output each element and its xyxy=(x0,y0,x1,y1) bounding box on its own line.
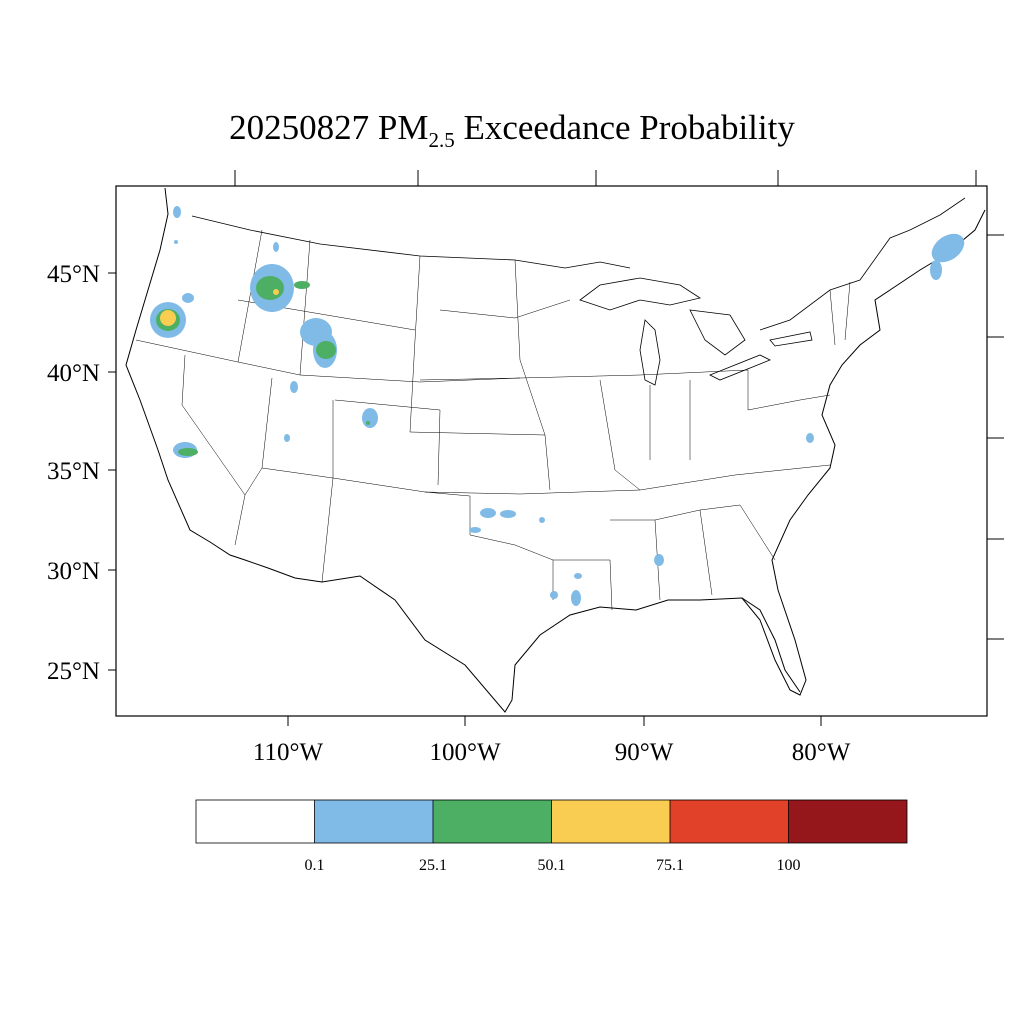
lon-label-110: 110°W xyxy=(253,739,324,766)
florida xyxy=(741,597,801,693)
lat-label-25: 25°N xyxy=(47,658,100,685)
us-outline xyxy=(125,187,986,713)
colorbar-swatch-3 xyxy=(551,800,670,843)
title-species: PM xyxy=(377,108,429,147)
lake-superior xyxy=(579,277,702,311)
colorbar-label-4: 100 xyxy=(777,857,801,874)
map-title: 20250827 PM2.5 Exceedance Probability xyxy=(0,108,1024,153)
probability-contours xyxy=(150,206,965,606)
colorbar-label-3: 75.1 xyxy=(656,857,684,874)
colorbar-swatch-5 xyxy=(788,800,907,843)
lon-label-100: 100°W xyxy=(429,739,500,766)
map-frame xyxy=(115,185,988,717)
state-boundaries xyxy=(135,229,851,611)
colorbar-swatch-4 xyxy=(670,800,789,843)
lake-huron xyxy=(689,309,746,356)
lat-labels: 45°N 40°N 35°N 30°N 25°N xyxy=(47,261,100,685)
lat-label-30: 30°N xyxy=(47,558,100,585)
colorbar-label-1: 25.1 xyxy=(419,857,447,874)
title-date: 20250827 xyxy=(229,108,370,147)
colorbar-swatch-1 xyxy=(314,800,433,843)
canada-border xyxy=(191,215,631,269)
map-panel xyxy=(125,187,986,713)
lon-label-90: 90°W xyxy=(615,739,674,766)
lon-label-80: 80°W xyxy=(792,739,851,766)
title-subscript: 2.5 xyxy=(428,128,455,152)
lon-ticks xyxy=(234,170,977,726)
lake-erie xyxy=(709,354,771,381)
lake-michigan xyxy=(639,319,661,386)
colorbar: 0.1 25.1 50.1 75.1 100 xyxy=(195,799,908,874)
title-suffix: Exceedance Probability xyxy=(463,108,795,147)
lon-labels: 110°W 100°W 90°W 80°W xyxy=(253,739,851,766)
colorbar-label-0: 0.1 xyxy=(305,857,325,874)
canada-border-east xyxy=(759,197,966,331)
colorbar-label-2: 50.1 xyxy=(538,857,566,874)
colorbar-swatch-2 xyxy=(433,800,552,843)
lat-ticks xyxy=(108,234,1004,671)
lake-ontario xyxy=(769,331,813,347)
colorbar-swatch-0 xyxy=(196,800,315,843)
lat-label-45: 45°N xyxy=(47,261,100,288)
lat-label-35: 35°N xyxy=(47,458,100,485)
lat-label-40: 40°N xyxy=(47,360,100,387)
